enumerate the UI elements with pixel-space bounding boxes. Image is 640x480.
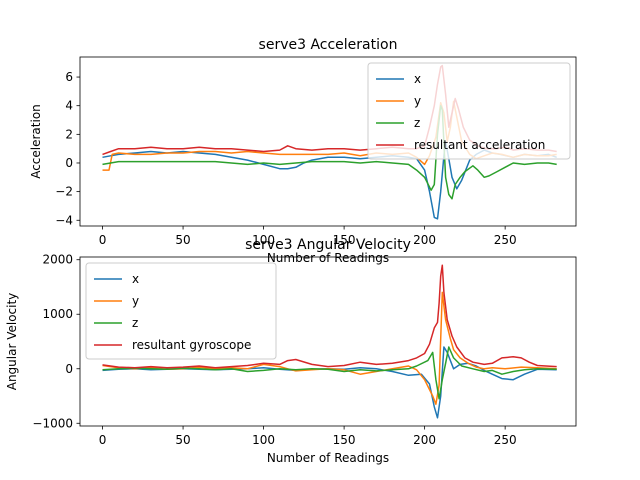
- y-tick-label: 4: [65, 99, 73, 113]
- legend-label: z: [132, 316, 138, 330]
- x-tick-label: 200: [413, 233, 436, 247]
- y-tick-label: −4: [55, 213, 73, 227]
- x-tick-label: 50: [175, 233, 190, 247]
- x-tick-label: 50: [175, 433, 190, 447]
- legend: xyz resultant acceleration: [367, 62, 571, 160]
- y-tick-label: −2: [55, 185, 73, 199]
- y-tick-label: 0: [65, 362, 73, 376]
- x-tick-label: 100: [252, 233, 275, 247]
- legend-box: [367, 62, 571, 160]
- legend-label: x: [414, 72, 421, 86]
- legend-label: resultant acceleration: [414, 138, 545, 152]
- y-tick-label: 2000: [42, 253, 73, 267]
- x-tick-label: 100: [252, 433, 275, 447]
- series-line-resultant-gyroscope: [102, 264, 557, 369]
- series-line-z: [102, 346, 557, 400]
- legend-label: y: [414, 94, 421, 108]
- y-axis-label: Acceleration: [29, 104, 43, 179]
- legend-label: x: [132, 272, 139, 286]
- x-axis-label: Number of Readings: [267, 451, 389, 465]
- y-tick-label: 1000: [42, 307, 73, 321]
- x-tick-label: 0: [99, 233, 107, 247]
- y-axis-label: Angular Velocity: [5, 293, 19, 391]
- legend-label: resultant gyroscope: [132, 338, 251, 352]
- x-tick-label: 150: [333, 433, 356, 447]
- x-tick-label: 200: [413, 433, 436, 447]
- y-tick-label: 0: [65, 156, 73, 170]
- x-tick-label: 250: [494, 433, 517, 447]
- legend-label: y: [132, 294, 139, 308]
- series-line-y: [102, 291, 557, 405]
- y-tick-label: 6: [65, 70, 73, 84]
- x-axis-label: Number of Readings: [267, 251, 389, 265]
- legend-label: z: [414, 116, 420, 130]
- y-tick-label: 2: [65, 127, 73, 141]
- legend: xyz resultant gyroscope: [85, 262, 277, 360]
- legend-box: [85, 262, 277, 360]
- series-line-z: [102, 104, 557, 200]
- x-tick-label: 0: [99, 433, 107, 447]
- acceleration-panel: 0 50 100 150 200 250 −4 −2 0 2 4 6 serve3 Accelerati…: [29, 37, 577, 265]
- chart-title: serve3 Acceleration: [259, 37, 398, 53]
- axes-frame: [79, 56, 577, 227]
- series-lines: [102, 264, 557, 419]
- x-tick-label: 150: [333, 233, 356, 247]
- chart-title: serve3 Angular Velocity: [245, 237, 411, 253]
- axes-frame: [79, 256, 577, 427]
- y-tick-label: −1000: [32, 416, 73, 430]
- x-tick-label: 250: [494, 233, 517, 247]
- angular-velocity-panel: 0 50 100 150 200 250 −1000 0 1000 2000 serve3 Angu…: [5, 237, 577, 465]
